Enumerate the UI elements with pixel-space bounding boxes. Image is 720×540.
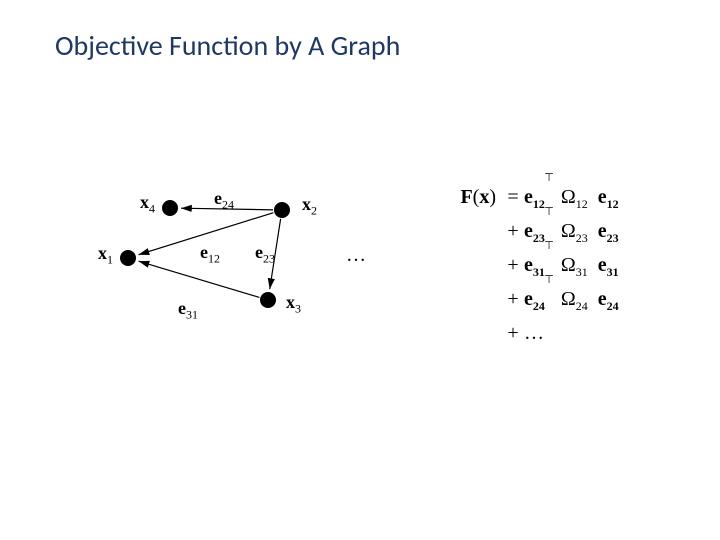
edge-label-e24: e24 xyxy=(214,188,234,213)
formula-rhs: e23⊤ Ω23 e23 xyxy=(524,213,619,250)
term-eT: e23⊤ xyxy=(524,213,545,250)
edge-label-e12: e12 xyxy=(200,242,220,267)
formula-rhs: … xyxy=(524,315,544,351)
formula-op: + xyxy=(502,315,524,351)
node-label-x4: x4 xyxy=(140,192,155,217)
formula-op: + xyxy=(502,281,524,317)
term-omega: Ω12 xyxy=(561,179,588,216)
node-label-x3: x3 xyxy=(286,292,301,317)
edge-label-e31: e31 xyxy=(178,298,198,323)
term-e: e24 xyxy=(598,281,619,318)
formula-op: + xyxy=(502,213,524,249)
term-e: e31 xyxy=(598,247,619,284)
objective-formula: F(x)=e12⊤Ω12e12+e23⊤Ω23e23+e31⊤Ω31e31+e2… xyxy=(430,180,619,350)
formula-op: = xyxy=(502,179,524,215)
edge-label-e23: e23 xyxy=(255,242,275,267)
node-x4 xyxy=(162,200,178,216)
node-label-x1: x1 xyxy=(98,243,113,268)
formula-line-4: +… xyxy=(430,316,619,350)
formula-rhs: e12⊤ Ω12 e12 xyxy=(524,179,619,216)
term-eT: e12⊤ xyxy=(524,179,545,216)
node-label-x2: x2 xyxy=(302,194,317,219)
formula-ellipsis: … xyxy=(524,315,544,351)
term-omega: Ω31 xyxy=(561,247,588,284)
formula-lhs: F(x) xyxy=(430,179,502,215)
graph-diagram: x1 x2 x3 x4 e24 e12 e23 e31 … xyxy=(60,190,380,360)
term-omega: Ω24 xyxy=(561,281,588,318)
formula-rhs: e31⊤ Ω31 e31 xyxy=(524,247,619,284)
formula-line-0: F(x)=e12⊤ Ω12 e12 xyxy=(430,180,619,214)
edge-e31 xyxy=(139,261,260,297)
term-e: e23 xyxy=(598,213,619,250)
term-e: e12 xyxy=(598,179,619,216)
term-omega: Ω23 xyxy=(561,213,588,250)
term-eT: e24⊤ xyxy=(524,281,545,318)
node-x2 xyxy=(274,202,290,218)
node-x1 xyxy=(120,250,136,266)
page-title: Objective Function by A Graph xyxy=(55,28,400,63)
term-eT: e31⊤ xyxy=(524,247,545,284)
graph-ellipsis: … xyxy=(346,244,366,267)
formula-line-2: +e31⊤ Ω31 e31 xyxy=(430,248,619,282)
formula-op: + xyxy=(502,247,524,283)
formula-line-3: +e24⊤ Ω24 e24 xyxy=(430,282,619,316)
formula-rhs: e24⊤ Ω24 e24 xyxy=(524,281,619,318)
node-x3 xyxy=(260,292,276,308)
formula-line-1: +e23⊤ Ω23 e23 xyxy=(430,214,619,248)
graph-edges-svg xyxy=(60,190,380,360)
